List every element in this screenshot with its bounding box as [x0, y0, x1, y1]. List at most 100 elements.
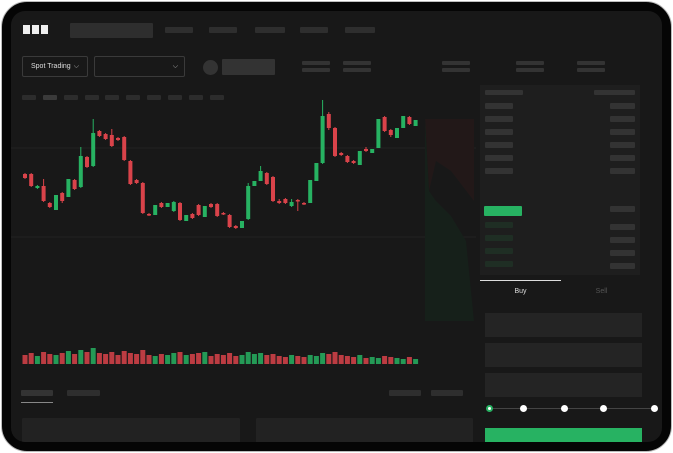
candle: [302, 203, 306, 205]
pair-name: [222, 59, 275, 75]
volume-bar: [264, 355, 270, 364]
tab-open-orders[interactable]: [21, 390, 53, 396]
volume-bar: [22, 355, 28, 364]
volume-bar: [140, 350, 146, 364]
timeframe-button[interactable]: [189, 95, 203, 100]
volume-bar: [413, 359, 419, 364]
volume-bar: [202, 352, 208, 364]
nav-item[interactable]: [345, 27, 375, 33]
volume-bar: [208, 356, 214, 364]
stat-label: [302, 61, 330, 65]
volume-bar: [103, 354, 109, 364]
candle: [41, 186, 46, 201]
candle: [109, 135, 114, 146]
timeframe-button[interactable]: [168, 95, 182, 100]
bid-price: [485, 261, 513, 267]
bid-price: [485, 235, 513, 241]
timeframe-button[interactable]: [64, 95, 78, 100]
ask-price: [485, 168, 513, 174]
stat-value: [577, 68, 605, 72]
candle: [333, 128, 337, 156]
ask-amount: [610, 142, 635, 148]
candle: [97, 131, 102, 136]
candle: [184, 215, 189, 221]
timeframe-button[interactable]: [147, 95, 161, 100]
candle: [271, 177, 275, 201]
stat-value: [516, 68, 544, 72]
timeframe-button[interactable]: [210, 95, 224, 100]
nav-item[interactable]: [165, 27, 193, 33]
pair-dropdown[interactable]: ⌵: [94, 56, 185, 77]
amount-slider[interactable]: [489, 408, 655, 409]
volume-bar: [338, 355, 344, 364]
ask-amount: [610, 116, 635, 122]
volume-bar: [158, 354, 164, 364]
volume-bar: [270, 354, 276, 364]
market-type-dropdown[interactable]: Spot Trading ⌵: [22, 56, 88, 77]
timeframe-button[interactable]: [85, 95, 99, 100]
depth-bids-area: [425, 119, 474, 321]
okx-logo: [23, 25, 48, 34]
timeframe-button[interactable]: [22, 95, 36, 100]
candle: [345, 156, 350, 162]
timeframe-button[interactable]: [43, 95, 57, 100]
slider-step[interactable]: [600, 405, 607, 412]
total-input[interactable]: [485, 373, 642, 397]
candle: [140, 183, 145, 213]
slider-step[interactable]: [561, 405, 568, 412]
stat-value: [442, 68, 470, 72]
volume-bar: [84, 352, 90, 364]
candle: [178, 203, 182, 220]
nav-item[interactable]: [255, 27, 285, 33]
stat-value: [343, 68, 371, 72]
candle: [66, 179, 71, 197]
chevron-down-icon: ⌵: [73, 62, 79, 70]
volume-bar: [375, 358, 381, 364]
volume-bar: [134, 354, 140, 364]
volume-bar: [227, 353, 233, 364]
active-tab-underline: [480, 280, 561, 281]
nav-item[interactable]: [209, 27, 237, 33]
candle: [221, 213, 226, 215]
candle: [357, 151, 362, 165]
candle: [395, 128, 399, 138]
filter-button[interactable]: [431, 390, 463, 396]
buy-button[interactable]: [485, 428, 642, 442]
amount-input[interactable]: [485, 343, 642, 367]
market-type-label: Spot Trading: [30, 63, 71, 70]
volume-bar: [313, 356, 319, 364]
volume-bar: [394, 358, 400, 364]
slider-step[interactable]: [520, 405, 527, 412]
search-bar[interactable]: [70, 23, 153, 38]
tab-order-history[interactable]: [67, 390, 100, 396]
stat-label: [343, 61, 371, 65]
candle: [122, 137, 127, 160]
candle: [351, 161, 356, 163]
volume-bar: [171, 353, 177, 364]
nav-item[interactable]: [300, 27, 328, 33]
bottom-panel: [22, 418, 240, 442]
price-input[interactable]: [485, 313, 642, 337]
tab-sell[interactable]: Sell: [595, 288, 608, 295]
timeframe-button[interactable]: [126, 95, 140, 100]
slider-step[interactable]: [651, 405, 658, 412]
volume-bar: [258, 353, 264, 364]
candle: [159, 203, 164, 207]
bottom-panel: [256, 418, 473, 442]
stat-label: [516, 61, 544, 65]
coin-icon: [203, 60, 218, 75]
filter-button[interactable]: [389, 390, 421, 396]
candle: [240, 221, 244, 228]
timeframe-button[interactable]: [105, 95, 119, 100]
candle: [370, 149, 375, 153]
candlestick-chart[interactable]: [11, 91, 476, 391]
volume-bar: [127, 353, 133, 364]
slider-handle[interactable]: [486, 405, 493, 412]
volume-bar: [320, 353, 326, 364]
volume-bar: [72, 354, 78, 364]
tab-buy[interactable]: Buy: [514, 288, 527, 295]
bid-price: [485, 222, 513, 228]
candle: [171, 202, 176, 211]
ask-price: [485, 103, 513, 109]
chevron-down-icon: ⌵: [172, 62, 178, 70]
